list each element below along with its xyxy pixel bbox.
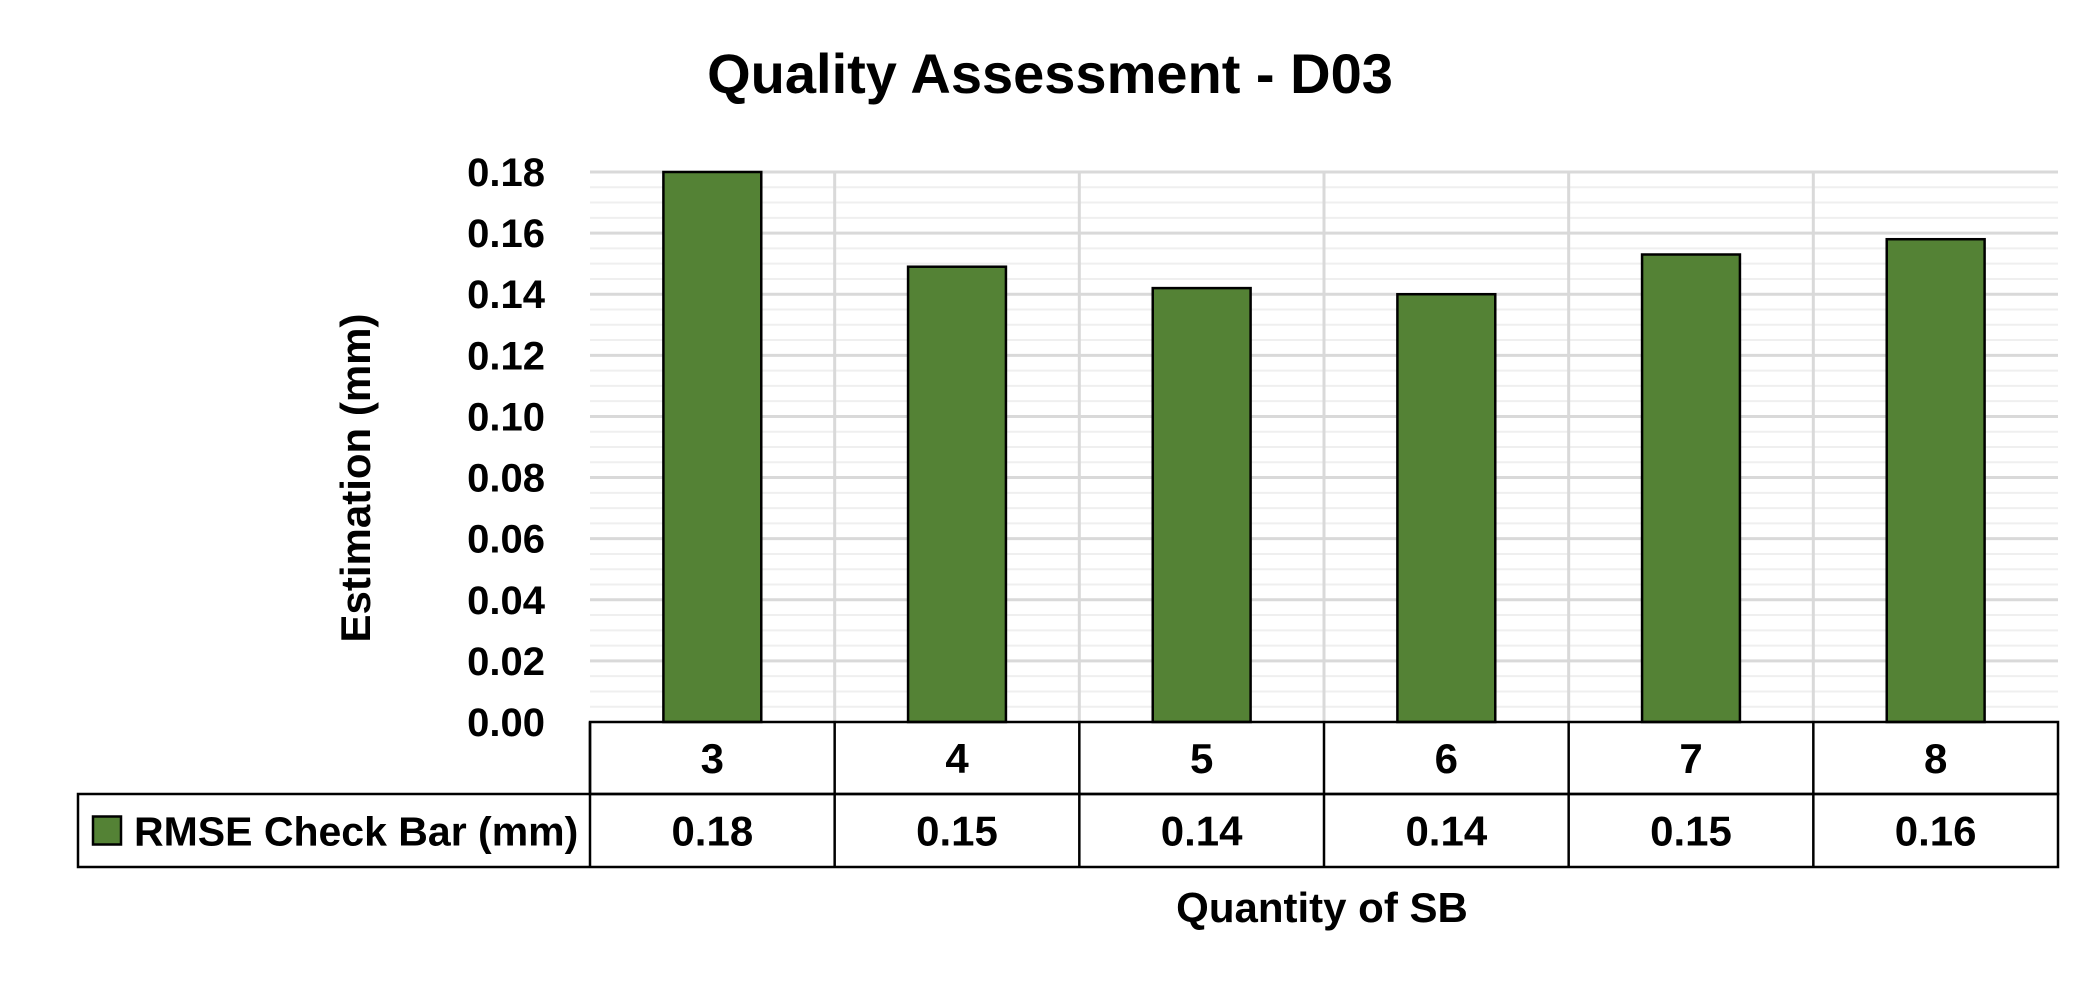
y-tick-label: 0.18: [467, 151, 545, 195]
bar-4: [906, 265, 1008, 724]
gridlines: [590, 170, 2058, 722]
bar-5: [1151, 286, 1252, 724]
bar-3: [662, 170, 763, 724]
y-tick-label: 0.14: [467, 273, 546, 317]
data-table-value: 0.15: [916, 808, 998, 855]
data-table-value: 0.14: [1405, 808, 1487, 855]
x-category-label: 3: [701, 735, 724, 782]
bar-6: [1396, 292, 1497, 724]
x-category-label: 5: [1190, 735, 1213, 782]
bar-7: [1640, 253, 1742, 724]
y-tick-label: 0.16: [467, 212, 545, 256]
data-table-value: 0.18: [671, 808, 753, 855]
y-tick-label: 0.02: [467, 640, 545, 684]
y-axis-label: Estimation (mm): [332, 313, 379, 642]
y-tick-label: 0.12: [467, 334, 545, 378]
legend-series-name: RMSE Check Bar (mm): [134, 809, 578, 855]
chart-title: Quality Assessment - D03: [707, 42, 1393, 105]
legend-swatch: [91, 815, 123, 846]
bars: [662, 170, 1986, 724]
x-category-label: 4: [945, 735, 969, 782]
y-tick-label: 0.00: [467, 701, 545, 745]
x-category-label: 8: [1924, 735, 1947, 782]
x-axis-label: Quantity of SB: [1176, 884, 1468, 931]
table-series-row: [76, 792, 2060, 869]
x-category-label: 6: [1435, 735, 1458, 782]
y-tick-label: 0.08: [467, 457, 545, 501]
x-category-label: 7: [1679, 735, 1702, 782]
y-tick-label: 0.10: [467, 395, 545, 439]
data-table: 3 0.18 4 0.15 5 0.14 6 0.14 7 0.15 8 0.16 RMSE Check…: [76, 720, 2060, 869]
y-axis-ticks: 0.00 0.02 0.04 0.06 0.08 0.10 0.12 0.14 0.16 0.18: [467, 151, 546, 745]
y-tick-label: 0.06: [467, 518, 545, 562]
data-table-value: 0.15: [1650, 808, 1732, 855]
data-table-value: 0.14: [1161, 808, 1243, 855]
data-table-value: 0.16: [1895, 808, 1977, 855]
y-tick-label: 0.04: [467, 579, 546, 623]
bar-8: [1885, 237, 1986, 724]
